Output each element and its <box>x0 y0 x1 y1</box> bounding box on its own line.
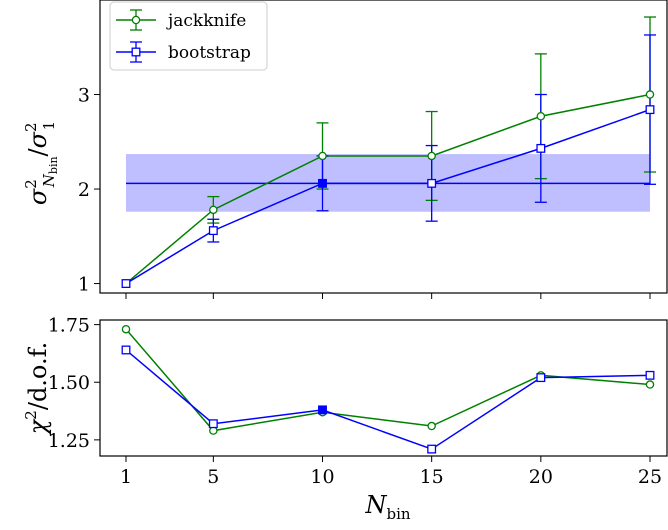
top-y-axis-label: σ2Nbin/σ21 <box>22 121 60 205</box>
bootstrap-line <box>125 108 651 285</box>
bootstrap-point <box>121 345 131 355</box>
legend-label-bootstrap: bootstrap <box>168 43 251 63</box>
bootstrap-point <box>427 178 437 188</box>
jackknife-line <box>125 93 651 285</box>
bootstrap-point <box>208 419 218 429</box>
bottom-panel: 1.251.501.751 5 10 15 20 25 <box>48 315 668 488</box>
x-axis-label: Nbin <box>364 491 410 523</box>
legend: jackknife bootstrap <box>109 1 268 71</box>
bottom-y-axis-label: χ2/d.o.f. <box>22 342 52 436</box>
bootstrap-point <box>645 105 655 115</box>
bottom-frame <box>99 319 668 457</box>
bootstrap-point <box>318 178 327 188</box>
bottom-xtick-label: 10 <box>310 466 334 488</box>
jackknife-point <box>536 112 546 121</box>
jackknife-point <box>645 380 655 389</box>
bottom-ytick-label: 1.75 <box>48 315 90 337</box>
bootstrap-point <box>208 226 218 236</box>
legend-swatch-marker <box>131 15 141 25</box>
jackknife-point <box>209 205 218 215</box>
jackknife-point <box>121 324 131 334</box>
bottom-ytick-label: 1.25 <box>48 430 90 452</box>
bottom-xtick-label: 15 <box>420 466 444 488</box>
top-ytick-label: 2 <box>78 179 90 201</box>
bottom-xtick-label: 25 <box>638 466 662 488</box>
bootstrap-line <box>125 349 651 450</box>
jackknife-point <box>427 421 436 431</box>
top-panel: 1 2 3 <box>78 0 668 299</box>
jackknife-point <box>318 151 327 161</box>
legend-label-jackknife: jackknife <box>166 11 246 31</box>
jackknife-point <box>427 151 436 161</box>
bootstrap-point <box>536 373 546 383</box>
jackknife-point <box>645 90 655 99</box>
bootstrap-point <box>427 444 437 454</box>
bootstrap-point <box>121 279 131 288</box>
bottom-xtick-label: 20 <box>529 466 553 488</box>
axis-labels: σ2Nbin/σ21 χ2/d.o.f. Nbin <box>22 121 411 523</box>
bottom-xtick-label: 5 <box>207 466 219 488</box>
bottom-ytick-label: 1.50 <box>48 372 90 394</box>
top-frame <box>99 0 668 294</box>
legend-box <box>109 1 268 71</box>
legend-swatch-marker <box>131 47 141 57</box>
legend-item-jackknife: jackknife <box>116 9 246 31</box>
bootstrap-point <box>536 143 546 153</box>
legend-item-bootstrap: bootstrap <box>116 41 251 63</box>
top-ytick-label: 1 <box>78 274 90 296</box>
bottom-xtick-label: 1 <box>120 466 132 488</box>
top-ytick-label: 3 <box>78 85 90 107</box>
bootstrap-point <box>645 370 655 380</box>
bootstrap-point <box>318 405 327 415</box>
